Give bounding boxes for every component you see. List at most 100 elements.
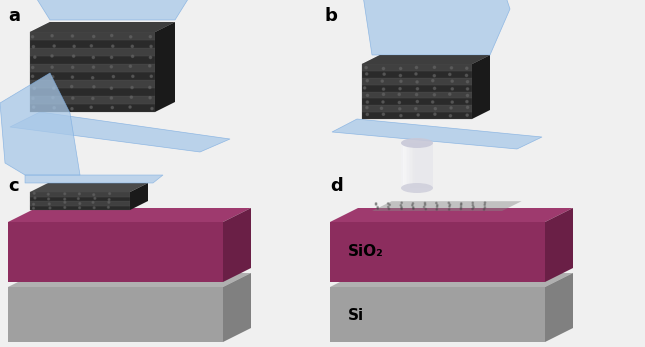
Polygon shape: [362, 112, 472, 119]
Circle shape: [382, 67, 384, 70]
Circle shape: [93, 35, 95, 37]
Circle shape: [51, 55, 53, 57]
Circle shape: [435, 202, 437, 204]
Circle shape: [110, 66, 112, 68]
Circle shape: [51, 35, 53, 37]
Polygon shape: [404, 143, 407, 188]
Circle shape: [415, 108, 417, 110]
Circle shape: [111, 107, 114, 109]
Circle shape: [366, 101, 368, 103]
Circle shape: [382, 88, 384, 90]
Circle shape: [437, 204, 438, 206]
Polygon shape: [362, 85, 472, 92]
Circle shape: [381, 80, 383, 82]
Circle shape: [451, 80, 453, 82]
Circle shape: [433, 66, 435, 68]
Polygon shape: [472, 55, 490, 119]
Circle shape: [110, 87, 112, 89]
Polygon shape: [362, 105, 472, 112]
Circle shape: [64, 206, 66, 209]
Circle shape: [466, 101, 468, 103]
Circle shape: [484, 207, 486, 208]
Circle shape: [417, 114, 419, 116]
Circle shape: [109, 193, 110, 195]
Circle shape: [484, 204, 486, 205]
Circle shape: [472, 208, 473, 210]
Circle shape: [437, 206, 438, 208]
Circle shape: [79, 203, 81, 204]
Circle shape: [33, 203, 34, 205]
Circle shape: [150, 45, 152, 48]
Circle shape: [47, 193, 49, 195]
Circle shape: [382, 101, 384, 103]
Circle shape: [450, 67, 453, 69]
Circle shape: [466, 81, 469, 83]
Circle shape: [32, 45, 35, 48]
Circle shape: [73, 45, 75, 48]
Circle shape: [466, 67, 468, 69]
Polygon shape: [30, 40, 155, 48]
Circle shape: [34, 56, 36, 58]
Circle shape: [92, 77, 94, 79]
Circle shape: [383, 73, 385, 75]
Circle shape: [389, 204, 390, 205]
Polygon shape: [412, 143, 415, 188]
Circle shape: [377, 206, 379, 208]
Text: SiO₂: SiO₂: [348, 245, 384, 260]
Polygon shape: [30, 22, 175, 32]
Circle shape: [388, 208, 390, 210]
Circle shape: [53, 107, 55, 109]
Polygon shape: [362, 55, 490, 64]
Circle shape: [450, 107, 452, 109]
Polygon shape: [545, 273, 573, 342]
Circle shape: [32, 36, 34, 38]
Circle shape: [413, 207, 414, 208]
Circle shape: [94, 207, 95, 209]
Polygon shape: [8, 273, 251, 287]
Circle shape: [34, 192, 35, 194]
Circle shape: [449, 93, 451, 95]
Circle shape: [53, 87, 55, 89]
Polygon shape: [30, 80, 155, 88]
Circle shape: [423, 206, 425, 208]
Circle shape: [484, 202, 486, 203]
Polygon shape: [406, 143, 408, 188]
Polygon shape: [8, 222, 223, 282]
Polygon shape: [30, 48, 155, 56]
Circle shape: [34, 197, 36, 199]
Circle shape: [448, 209, 450, 210]
Polygon shape: [30, 88, 155, 96]
Circle shape: [399, 75, 402, 77]
Circle shape: [48, 203, 50, 205]
Polygon shape: [30, 22, 175, 32]
Polygon shape: [362, 71, 472, 78]
Circle shape: [111, 34, 113, 36]
Circle shape: [448, 202, 450, 204]
Polygon shape: [30, 72, 155, 80]
Circle shape: [364, 87, 366, 89]
Circle shape: [52, 96, 54, 99]
Circle shape: [110, 97, 112, 99]
Polygon shape: [155, 22, 175, 112]
Circle shape: [472, 202, 473, 204]
Circle shape: [108, 201, 110, 203]
Circle shape: [71, 108, 73, 110]
Circle shape: [432, 101, 433, 103]
Circle shape: [401, 206, 402, 208]
Circle shape: [94, 197, 95, 199]
Circle shape: [49, 207, 51, 209]
Polygon shape: [372, 201, 522, 211]
Circle shape: [108, 198, 110, 201]
Circle shape: [92, 56, 94, 59]
Circle shape: [401, 208, 402, 210]
Circle shape: [416, 88, 419, 90]
Circle shape: [382, 93, 384, 95]
Circle shape: [92, 66, 95, 68]
Circle shape: [132, 75, 134, 77]
Circle shape: [90, 106, 92, 108]
Circle shape: [130, 96, 132, 98]
Polygon shape: [30, 64, 155, 72]
Polygon shape: [401, 143, 404, 188]
Circle shape: [434, 108, 437, 110]
Text: d: d: [330, 177, 342, 195]
